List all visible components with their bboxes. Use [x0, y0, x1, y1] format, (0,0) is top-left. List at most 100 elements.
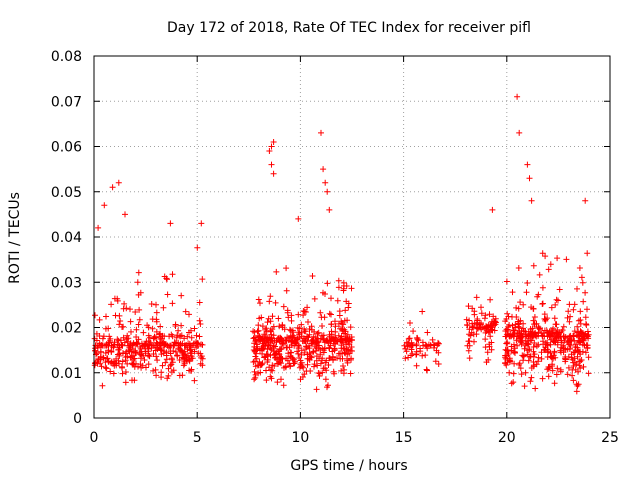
data-point [533, 320, 540, 327]
data-point [157, 323, 164, 330]
data-point [335, 284, 342, 291]
data-point [257, 300, 263, 307]
data-point [188, 350, 195, 357]
data-point [410, 328, 417, 335]
data-point [566, 341, 572, 348]
data-point [256, 333, 263, 340]
data-point [562, 358, 569, 365]
data-point [270, 170, 277, 177]
data-point [102, 342, 109, 349]
data-point [515, 265, 522, 271]
data-point [182, 308, 189, 315]
data-point [571, 328, 578, 335]
data-point [127, 318, 134, 325]
data-point [521, 345, 528, 352]
data-point [348, 355, 355, 362]
data-point [108, 342, 115, 349]
data-point [269, 362, 276, 369]
data-point [574, 344, 581, 351]
data-points [91, 93, 592, 395]
data-point [320, 289, 326, 296]
data-point [566, 345, 573, 352]
data-point [288, 349, 295, 356]
data-point [510, 327, 517, 334]
data-point [509, 289, 516, 296]
data-point [145, 348, 152, 355]
data-point [578, 357, 585, 363]
data-point [318, 314, 325, 321]
data-point [269, 367, 276, 374]
data-point [478, 304, 484, 311]
y-tick-label: 0 [73, 411, 82, 427]
data-point [311, 295, 318, 302]
data-point [531, 314, 538, 320]
data-point [337, 355, 344, 362]
data-point [281, 326, 288, 333]
data-point [264, 319, 271, 326]
x-axis-label: GPS time / hours [290, 458, 407, 474]
data-point [521, 383, 528, 390]
data-point [348, 336, 355, 343]
data-point [266, 298, 273, 305]
data-point [413, 341, 420, 348]
data-point [126, 348, 133, 355]
data-point [278, 335, 284, 342]
data-point [119, 324, 125, 330]
data-point [278, 345, 285, 352]
data-point [467, 332, 474, 339]
data-point [528, 337, 535, 344]
data-point [259, 323, 266, 330]
data-point [471, 338, 477, 345]
data-point [161, 340, 168, 347]
data-point [582, 349, 589, 356]
data-point [346, 341, 353, 348]
data-point [583, 342, 590, 349]
data-point [152, 347, 159, 354]
data-point [407, 320, 413, 326]
data-point [256, 315, 263, 322]
data-point [93, 330, 100, 337]
data-point [181, 335, 188, 342]
data-point [296, 331, 303, 338]
data-point [435, 361, 442, 367]
data-point [319, 369, 326, 376]
data-point [527, 326, 534, 332]
data-point [194, 340, 201, 347]
data-point [146, 342, 153, 349]
data-point [175, 342, 182, 349]
data-point [570, 306, 577, 313]
data-point [513, 337, 520, 344]
data-point [522, 342, 529, 349]
data-point [164, 276, 170, 283]
data-point [535, 291, 542, 298]
data-point [510, 333, 517, 340]
data-point [273, 268, 280, 275]
data-point [318, 129, 324, 136]
data-point [328, 295, 334, 302]
data-point [529, 333, 536, 340]
data-point [163, 352, 170, 359]
data-point [524, 280, 531, 286]
data-point [556, 286, 563, 293]
data-point [545, 348, 552, 355]
data-point [153, 309, 160, 316]
data-point [415, 337, 422, 344]
data-point [114, 297, 121, 304]
data-point [123, 305, 130, 312]
data-point [266, 342, 273, 349]
data-point [292, 339, 299, 346]
data-point [279, 339, 286, 346]
data-point [119, 342, 126, 349]
data-point [251, 368, 258, 375]
data-point [578, 274, 585, 281]
data-point [123, 336, 130, 343]
data-point [263, 377, 270, 384]
data-point [304, 361, 311, 368]
y-tick-label: 0.03 [51, 275, 82, 291]
data-point [307, 368, 314, 374]
data-point [523, 289, 530, 296]
data-point [102, 325, 109, 332]
data-point [511, 360, 518, 367]
data-point [548, 333, 555, 340]
data-point [406, 335, 413, 342]
